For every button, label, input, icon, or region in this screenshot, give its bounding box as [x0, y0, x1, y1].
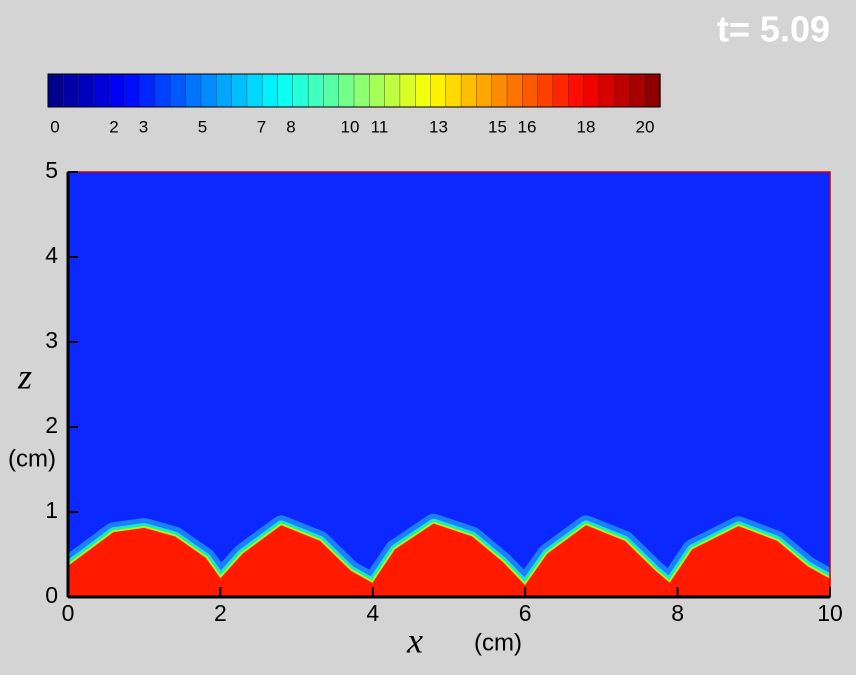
colorbar-step	[200, 73, 218, 108]
x-tick-label: 10	[817, 600, 843, 626]
colorbar-step	[93, 73, 110, 108]
colorbar-step	[277, 73, 294, 108]
colorbar-step	[445, 73, 462, 108]
colorbar-tick-label: 13	[429, 117, 448, 136]
y-tick-label: 1	[45, 497, 58, 523]
y-tick-label: 3	[45, 327, 58, 353]
x-axis-unit: (cm)	[474, 629, 522, 656]
colorbar-step	[353, 73, 371, 108]
colorbar-step	[476, 73, 493, 108]
colorbar-step	[231, 73, 248, 108]
colorbar-step	[338, 73, 355, 108]
y-axis-label: z	[17, 356, 32, 396]
colorbar-step	[598, 73, 615, 108]
y-tick-label: 4	[45, 242, 58, 268]
mixing-layer	[68, 523, 830, 597]
x-tick-label: 0	[62, 600, 75, 626]
chart-title: t= 5.09	[717, 9, 830, 50]
colorbar-step	[629, 73, 646, 108]
colorbar-tick-label: 2	[109, 117, 118, 136]
colorbar-step	[139, 73, 156, 108]
colorbar-tick-label: 16	[518, 117, 537, 136]
y-tick-label: 0	[45, 582, 58, 608]
colorbar-step	[430, 73, 447, 108]
colorbar-step	[47, 73, 65, 108]
colorbar-step	[292, 73, 309, 108]
colorbar-step	[154, 73, 172, 108]
colorbar-step	[491, 73, 508, 108]
colorbar-step	[568, 73, 585, 108]
colorbar-step	[124, 73, 141, 108]
colorbar-step	[415, 73, 432, 108]
x-tick-label: 6	[519, 600, 532, 626]
colorbar-step	[170, 73, 187, 108]
x-axis-label: x	[406, 620, 423, 660]
colorbar-step	[506, 73, 524, 108]
colorbar-tick-label: 7	[257, 117, 266, 136]
colorbar-tick-label: 10	[341, 117, 360, 136]
colorbar-step	[246, 73, 263, 108]
colorbar-tick-label: 15	[488, 117, 507, 136]
colorbar-step	[78, 73, 95, 108]
colorbar-tick-label: 8	[286, 117, 295, 136]
colorbar-step	[552, 73, 569, 108]
x-tick-label: 2	[214, 600, 227, 626]
colorbar-tick-label: 3	[139, 117, 148, 136]
colorbar-tick-label: 20	[636, 117, 655, 136]
x-tick-label: 8	[671, 600, 684, 626]
colorbar-step	[399, 73, 416, 108]
colorbar-step	[369, 73, 386, 108]
colorbar-tick-label: 11	[371, 117, 389, 136]
y-tick-label: 2	[45, 412, 58, 438]
y-tick-label: 5	[45, 157, 58, 183]
colorbar-step	[644, 73, 661, 108]
colorbar-step	[323, 73, 340, 108]
colorbar-step	[262, 73, 279, 108]
colorbar-step	[216, 73, 233, 108]
colorbar-step	[460, 73, 478, 108]
colorbar-step	[613, 73, 631, 108]
colorbar-tick-label: 18	[577, 117, 596, 136]
colorbar-step	[583, 73, 600, 108]
colorbar-step	[185, 73, 202, 108]
colorbar-step	[63, 73, 80, 108]
x-tick-label: 4	[366, 600, 379, 626]
colorbar-step	[307, 73, 325, 108]
y-axis-unit: (cm)	[8, 445, 56, 472]
colorbar-step	[108, 73, 126, 108]
colorbar-step	[537, 73, 554, 108]
colorbar-tick-label: 5	[198, 117, 207, 136]
colorbar-tick-label: 0	[50, 117, 59, 136]
colorbar-step	[384, 73, 401, 108]
colorbar-frame	[47, 73, 661, 108]
colorbar-step	[522, 73, 539, 108]
